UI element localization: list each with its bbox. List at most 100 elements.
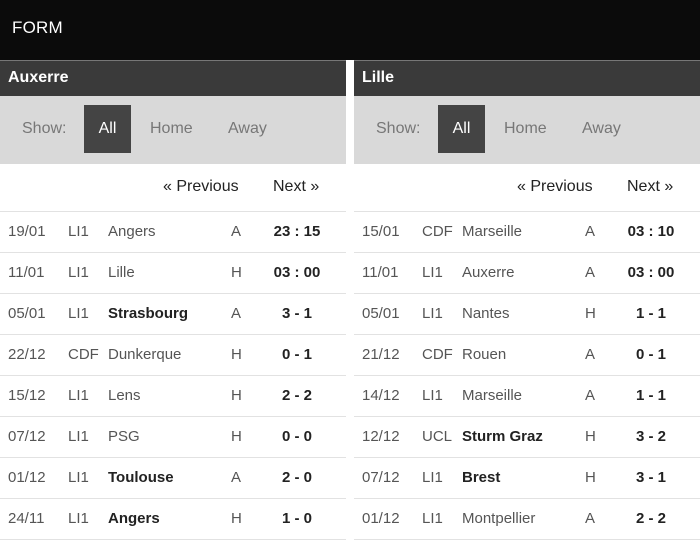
match-row[interactable]: 14/12 LI1 Marseille A 1 - 1 xyxy=(354,376,700,417)
match-row[interactable]: 22/12 CDF Dunkerque H 0 - 1 xyxy=(0,335,346,376)
filter-away-button[interactable]: Away xyxy=(228,120,267,137)
match-venue: A xyxy=(231,223,242,240)
match-row[interactable]: 11/01 LI1 Lille H 03 : 00 xyxy=(0,253,346,294)
match-row[interactable]: 07/12 LI1 PSG H 0 - 0 xyxy=(0,417,346,458)
match-opponent: Marseille xyxy=(462,223,523,240)
match-competition: LI1 xyxy=(422,264,443,281)
match-row[interactable]: 15/12 LI1 Lens H 2 - 2 xyxy=(0,376,346,417)
match-list-left: 19/01 LI1 Angers A 23 : 15 11/01 LI1 Lille H 03 :… xyxy=(0,211,346,540)
next-link[interactable]: Next » xyxy=(627,178,674,195)
match-venue: H xyxy=(585,428,596,445)
match-date: 05/01 xyxy=(362,305,400,322)
match-row[interactable]: 01/12 LI1 Montpellier A 2 - 2 xyxy=(354,499,700,540)
show-label: Show: xyxy=(22,120,67,137)
match-venue: H xyxy=(231,510,242,527)
pager-left: « Previous Next » xyxy=(0,164,346,211)
match-score: 0 - 0 xyxy=(281,428,312,445)
match-competition: LI1 xyxy=(68,387,89,404)
match-opponent: Angers xyxy=(108,510,160,527)
match-score: 3 - 1 xyxy=(635,469,666,486)
match-venue: A xyxy=(585,510,596,527)
match-score: 0 - 1 xyxy=(281,346,312,363)
form-title: FORM xyxy=(12,18,63,37)
match-venue: H xyxy=(231,264,242,281)
match-row[interactable]: 21/12 CDF Rouen A 0 - 1 xyxy=(354,335,700,376)
match-date: 14/12 xyxy=(362,387,400,404)
match-competition: LI1 xyxy=(422,387,443,404)
match-opponent: PSG xyxy=(108,428,140,445)
filter-home-button[interactable]: Home xyxy=(504,120,547,137)
match-row[interactable]: 11/01 LI1 Auxerre A 03 : 00 xyxy=(354,253,700,294)
match-opponent: Brest xyxy=(462,469,501,486)
match-date: 12/12 xyxy=(362,428,400,445)
match-score: 1 - 1 xyxy=(635,387,666,404)
panel-left: Auxerre Show: All Home Away « Previous N… xyxy=(0,60,346,545)
match-score: 2 - 2 xyxy=(635,510,666,527)
match-row[interactable]: 15/01 CDF Marseille A 03 : 10 xyxy=(354,212,700,253)
match-score: 1 - 0 xyxy=(281,510,312,527)
match-date: 07/12 xyxy=(362,469,400,486)
match-venue: H xyxy=(231,387,242,404)
match-venue: H xyxy=(585,305,596,322)
match-date: 11/01 xyxy=(8,264,45,281)
panel-right: Lille Show: All Home Away « Previous Nex… xyxy=(354,60,700,545)
match-score: 3 - 2 xyxy=(635,428,666,445)
match-venue: A xyxy=(231,305,242,322)
team-name-right: Lille xyxy=(354,60,700,96)
match-opponent: Angers xyxy=(108,223,156,240)
filter-all-button[interactable]: All xyxy=(84,105,131,153)
match-competition: LI1 xyxy=(68,305,89,322)
match-opponent: Toulouse xyxy=(108,469,174,486)
filter-bar-right: Show: All Home Away xyxy=(354,96,700,164)
match-date: 19/01 xyxy=(8,223,46,240)
match-competition: CDF xyxy=(68,346,99,363)
match-venue: H xyxy=(231,428,242,445)
match-date: 15/12 xyxy=(8,387,46,404)
filter-home-button[interactable]: Home xyxy=(150,120,193,137)
match-competition: LI1 xyxy=(68,510,89,527)
match-competition: LI1 xyxy=(68,469,89,486)
match-opponent: Rouen xyxy=(462,346,507,363)
filter-bar-left: Show: All Home Away xyxy=(0,96,346,164)
match-date: 07/12 xyxy=(8,428,46,445)
match-opponent: Sturm Graz xyxy=(462,428,543,445)
match-venue: H xyxy=(585,469,596,486)
previous-link[interactable]: « Previous xyxy=(163,178,239,195)
match-competition: LI1 xyxy=(68,428,89,445)
match-score: 03 : 00 xyxy=(627,264,675,281)
match-score: 0 - 1 xyxy=(635,346,666,363)
show-label: Show: xyxy=(376,120,421,137)
match-row[interactable]: 05/01 LI1 Strasbourg A 3 - 1 xyxy=(0,294,346,335)
match-row[interactable]: 12/12 UCL Sturm Graz H 3 - 2 xyxy=(354,417,700,458)
match-score: 1 - 1 xyxy=(635,305,666,322)
match-competition: LI1 xyxy=(422,305,443,322)
match-competition: LI1 xyxy=(68,264,89,281)
match-row[interactable]: 07/12 LI1 Brest H 3 - 1 xyxy=(354,458,700,499)
match-opponent: Auxerre xyxy=(462,264,515,281)
form-header: FORM xyxy=(0,0,700,60)
match-score: 03 : 10 xyxy=(627,223,675,240)
match-row[interactable]: 05/01 LI1 Nantes H 1 - 1 xyxy=(354,294,700,335)
match-opponent: Montpellier xyxy=(462,510,536,527)
next-link[interactable]: Next » xyxy=(273,178,320,195)
match-row[interactable]: 24/11 LI1 Angers H 1 - 0 xyxy=(0,499,346,540)
match-venue: A xyxy=(585,264,596,281)
match-opponent: Lens xyxy=(108,387,141,404)
match-date: 01/12 xyxy=(8,469,46,486)
match-venue: A xyxy=(585,346,596,363)
match-venue: H xyxy=(231,346,242,363)
match-row[interactable]: 01/12 LI1 Toulouse A 2 - 0 xyxy=(0,458,346,499)
match-list-right: 15/01 CDF Marseille A 03 : 10 11/01 LI1 Auxerre… xyxy=(354,211,700,540)
match-competition: LI1 xyxy=(422,510,443,527)
match-score: 23 : 15 xyxy=(273,223,321,240)
match-competition: UCL xyxy=(422,428,453,445)
filter-all-button[interactable]: All xyxy=(438,105,485,153)
match-opponent: Dunkerque xyxy=(108,346,182,363)
filter-away-button[interactable]: Away xyxy=(582,120,621,137)
previous-link[interactable]: « Previous xyxy=(517,178,593,195)
match-row[interactable]: 19/01 LI1 Angers A 23 : 15 xyxy=(0,212,346,253)
match-competition: LI1 xyxy=(422,469,443,486)
match-date: 11/01 xyxy=(362,264,399,281)
match-opponent: Lille xyxy=(108,264,135,281)
match-date: 15/01 xyxy=(362,223,400,240)
